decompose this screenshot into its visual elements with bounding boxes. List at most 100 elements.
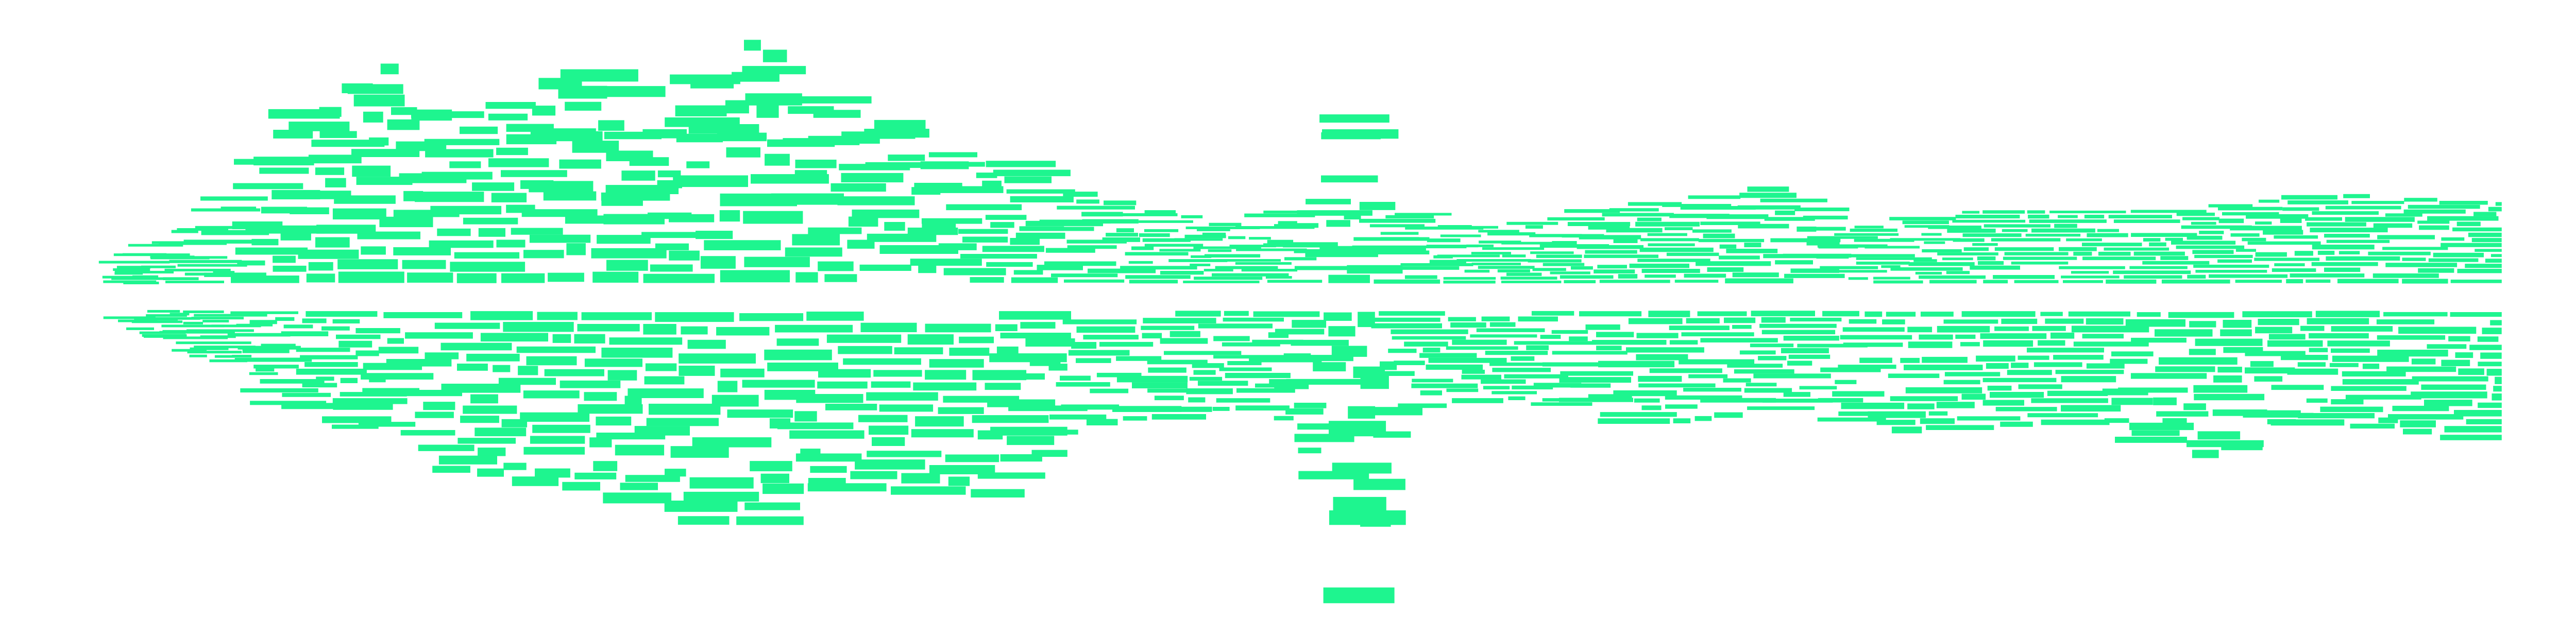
segment	[2342, 371, 2406, 377]
segment	[1698, 238, 1765, 243]
segment	[2161, 279, 2230, 284]
segment	[1448, 317, 1476, 321]
segment	[2403, 209, 2466, 214]
segment	[1560, 275, 1614, 279]
segment	[2191, 221, 2216, 225]
segment	[581, 312, 652, 320]
segment	[1628, 202, 1682, 206]
segment	[1228, 236, 1246, 239]
segment	[430, 205, 502, 215]
segment	[338, 271, 404, 283]
segment	[1648, 243, 1695, 247]
segment	[1991, 238, 2061, 242]
segment	[2270, 419, 2345, 426]
segment	[520, 412, 590, 422]
segment	[2155, 329, 2213, 337]
segment	[928, 152, 977, 158]
segment	[523, 390, 580, 399]
segment	[1907, 403, 1935, 409]
segment	[2267, 340, 2323, 347]
segment	[2235, 280, 2282, 283]
segment	[298, 249, 359, 259]
segment	[2388, 414, 2464, 420]
segment	[2115, 437, 2187, 443]
segment	[655, 312, 734, 322]
segment	[1090, 388, 1129, 393]
segment	[1360, 374, 1389, 389]
segment	[2217, 367, 2242, 373]
segment	[1398, 403, 1447, 408]
segment	[2282, 207, 2319, 211]
segment	[1051, 273, 1118, 278]
segment	[1540, 335, 1561, 339]
segment	[2129, 266, 2188, 269]
segment	[102, 276, 133, 279]
segment	[434, 322, 500, 329]
segment	[1326, 220, 1350, 227]
segment	[624, 396, 642, 405]
segment	[1751, 311, 1815, 317]
segment	[1116, 356, 1162, 361]
segment	[1641, 269, 1700, 273]
segment	[189, 354, 207, 357]
segment	[1481, 379, 1526, 384]
segment	[1198, 381, 1248, 386]
segment	[535, 468, 570, 478]
segment	[2271, 385, 2324, 390]
segment	[665, 117, 740, 127]
segment	[2124, 275, 2182, 279]
segment	[762, 49, 787, 62]
segment	[1842, 327, 1905, 332]
segment	[1191, 255, 1212, 258]
segment	[2192, 250, 2234, 254]
segment	[231, 276, 299, 283]
segment	[2254, 376, 2283, 382]
segment	[2305, 217, 2342, 221]
segment	[1116, 228, 1134, 233]
segment	[2066, 238, 2102, 242]
segment	[1369, 250, 1430, 254]
segment	[176, 341, 251, 345]
segment	[1550, 271, 1590, 274]
segment	[1056, 382, 1110, 387]
segment	[1506, 221, 1558, 225]
segment	[1840, 335, 1912, 340]
segment	[1305, 250, 1378, 258]
segment	[826, 334, 902, 343]
segment	[2113, 219, 2180, 223]
segment	[355, 350, 379, 356]
segment	[2307, 318, 2369, 324]
segment	[170, 313, 190, 316]
segment	[1500, 277, 1557, 280]
segment	[2002, 229, 2028, 232]
segment	[1963, 247, 1989, 251]
segment	[1528, 259, 1582, 263]
segment	[1426, 245, 1479, 248]
segment	[643, 273, 715, 283]
segment	[986, 262, 1033, 267]
segment	[2155, 366, 2215, 372]
segment	[1185, 226, 1260, 229]
segment	[1761, 330, 1836, 335]
segment	[543, 191, 597, 201]
segment	[1542, 398, 1597, 402]
segment	[1132, 382, 1188, 389]
segment	[2223, 320, 2252, 328]
segment	[194, 314, 267, 317]
segment	[1696, 261, 1771, 266]
segment	[987, 399, 1056, 407]
segment	[1255, 383, 1283, 388]
segment	[2208, 204, 2253, 208]
segment	[1983, 280, 2008, 284]
segment	[457, 438, 516, 444]
segment	[2418, 268, 2454, 273]
segment	[2061, 405, 2121, 412]
segment	[1446, 388, 1479, 392]
segment	[971, 489, 1025, 497]
segment	[2452, 227, 2502, 232]
segment	[1794, 208, 1850, 212]
segment	[1081, 212, 1123, 217]
segment	[523, 447, 585, 455]
segment	[1579, 235, 1641, 239]
segment	[1351, 407, 1422, 416]
